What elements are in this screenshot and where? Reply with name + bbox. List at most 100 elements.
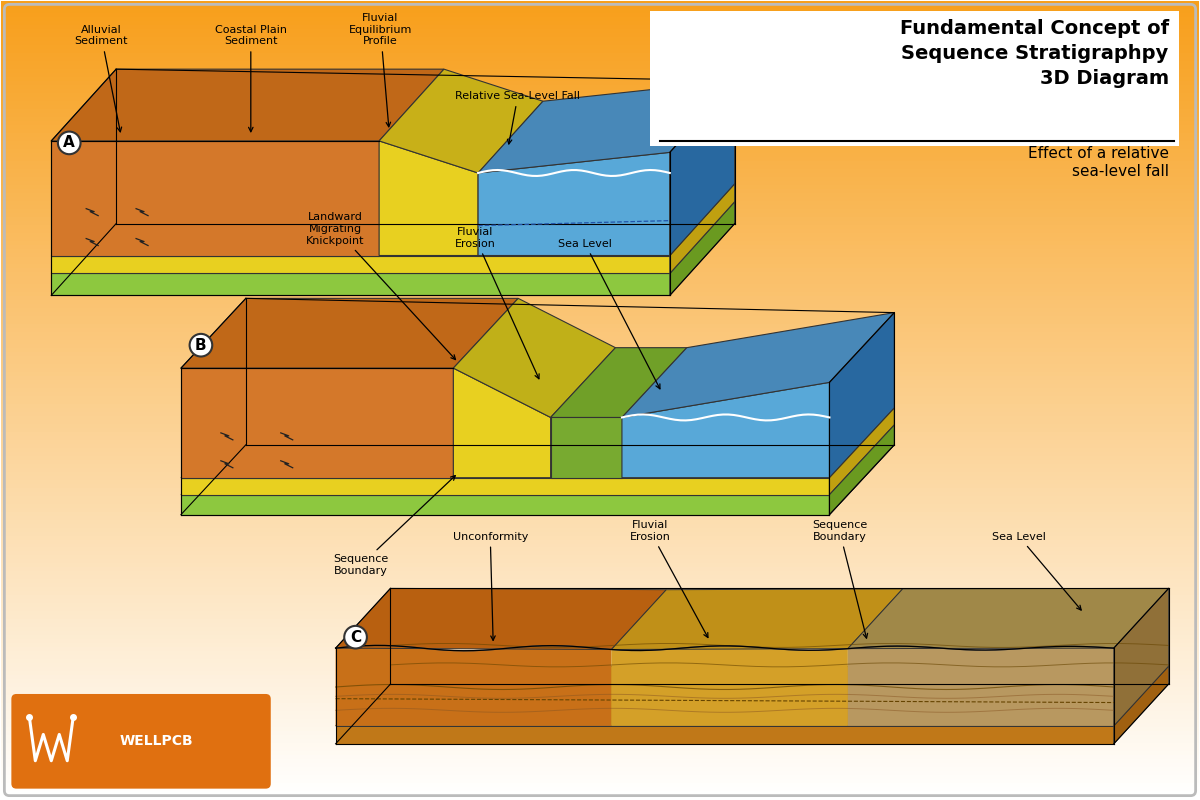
Bar [1, 197, 1199, 201]
Bar [1, 304, 1199, 308]
Polygon shape [52, 202, 734, 274]
Polygon shape [52, 184, 734, 255]
Bar [1, 165, 1199, 169]
Bar [1, 440, 1199, 444]
Bar [1, 81, 1199, 85]
Bar [1, 711, 1199, 715]
Bar [1, 731, 1199, 735]
Bar [1, 22, 1199, 26]
Bar [1, 89, 1199, 93]
Bar [1, 157, 1199, 161]
Bar [1, 133, 1199, 137]
Bar [1, 300, 1199, 304]
Bar [1, 715, 1199, 719]
Bar [1, 245, 1199, 249]
Bar [1, 404, 1199, 408]
Bar [1, 707, 1199, 711]
Bar [1, 253, 1199, 257]
Bar [1, 296, 1199, 300]
Polygon shape [336, 666, 1169, 726]
Bar [1, 376, 1199, 380]
Bar [1, 113, 1199, 117]
Bar [1, 340, 1199, 344]
Bar [1, 316, 1199, 320]
Polygon shape [829, 425, 894, 514]
Text: Fluvial
Erosion: Fluvial Erosion [630, 520, 708, 638]
Polygon shape [612, 589, 902, 650]
Bar [1, 739, 1199, 743]
Bar [1, 687, 1199, 691]
Polygon shape [551, 418, 622, 478]
Polygon shape [670, 184, 734, 274]
Bar [1, 265, 1199, 269]
Bar [1, 388, 1199, 392]
Bar [1, 360, 1199, 364]
Polygon shape [379, 141, 478, 255]
Bar [1, 579, 1199, 583]
Bar [1, 647, 1199, 651]
Polygon shape [1114, 588, 1169, 726]
Bar [1, 153, 1199, 157]
Bar [1, 436, 1199, 440]
Bar [1, 233, 1199, 237]
Text: Landward
Migrating
Knickpoint: Landward Migrating Knickpoint [306, 212, 456, 359]
Bar [1, 189, 1199, 193]
Bar [1, 109, 1199, 113]
Polygon shape [181, 408, 894, 478]
Polygon shape [1114, 666, 1169, 744]
Bar [1, 285, 1199, 288]
Bar [1, 201, 1199, 205]
Bar [1, 543, 1199, 547]
Bar [1, 225, 1199, 229]
Bar [1, 424, 1199, 428]
Bar [1, 607, 1199, 611]
Bar [1, 97, 1199, 101]
Bar [1, 476, 1199, 480]
Bar [1, 420, 1199, 424]
Polygon shape [622, 382, 829, 478]
Bar [1, 675, 1199, 679]
Bar [1, 356, 1199, 360]
Bar [1, 639, 1199, 643]
Bar [1, 249, 1199, 253]
Bar [1, 185, 1199, 189]
Bar [1, 181, 1199, 185]
Text: A: A [64, 135, 76, 150]
Text: Fluvial
Equilibrium
Profile: Fluvial Equilibrium Profile [349, 13, 412, 126]
Bar [1, 758, 1199, 762]
Bar [1, 567, 1199, 571]
Bar [1, 691, 1199, 695]
Bar [1, 583, 1199, 587]
Bar [1, 65, 1199, 69]
Polygon shape [829, 408, 894, 494]
Polygon shape [336, 726, 1114, 744]
Text: B: B [196, 338, 206, 353]
Bar [1, 205, 1199, 209]
Bar [1, 515, 1199, 519]
Bar [1, 69, 1199, 73]
Polygon shape [379, 69, 542, 173]
Bar [1, 324, 1199, 328]
Bar [1, 121, 1199, 125]
Polygon shape [829, 408, 894, 494]
Bar [1, 651, 1199, 655]
Bar [1, 659, 1199, 663]
Bar [1, 774, 1199, 778]
Bar [1, 46, 1199, 50]
FancyBboxPatch shape [650, 11, 1178, 146]
Bar [1, 328, 1199, 332]
Bar [1, 663, 1199, 667]
Text: C: C [350, 630, 361, 645]
Bar [1, 169, 1199, 173]
Bar [1, 527, 1199, 531]
Bar [1, 261, 1199, 265]
Bar [1, 273, 1199, 277]
Bar [1, 368, 1199, 372]
Bar [1, 320, 1199, 324]
Bar [1, 432, 1199, 436]
Bar [1, 595, 1199, 599]
Bar [1, 611, 1199, 615]
Bar [1, 488, 1199, 492]
Polygon shape [52, 255, 670, 274]
Bar [1, 563, 1199, 567]
